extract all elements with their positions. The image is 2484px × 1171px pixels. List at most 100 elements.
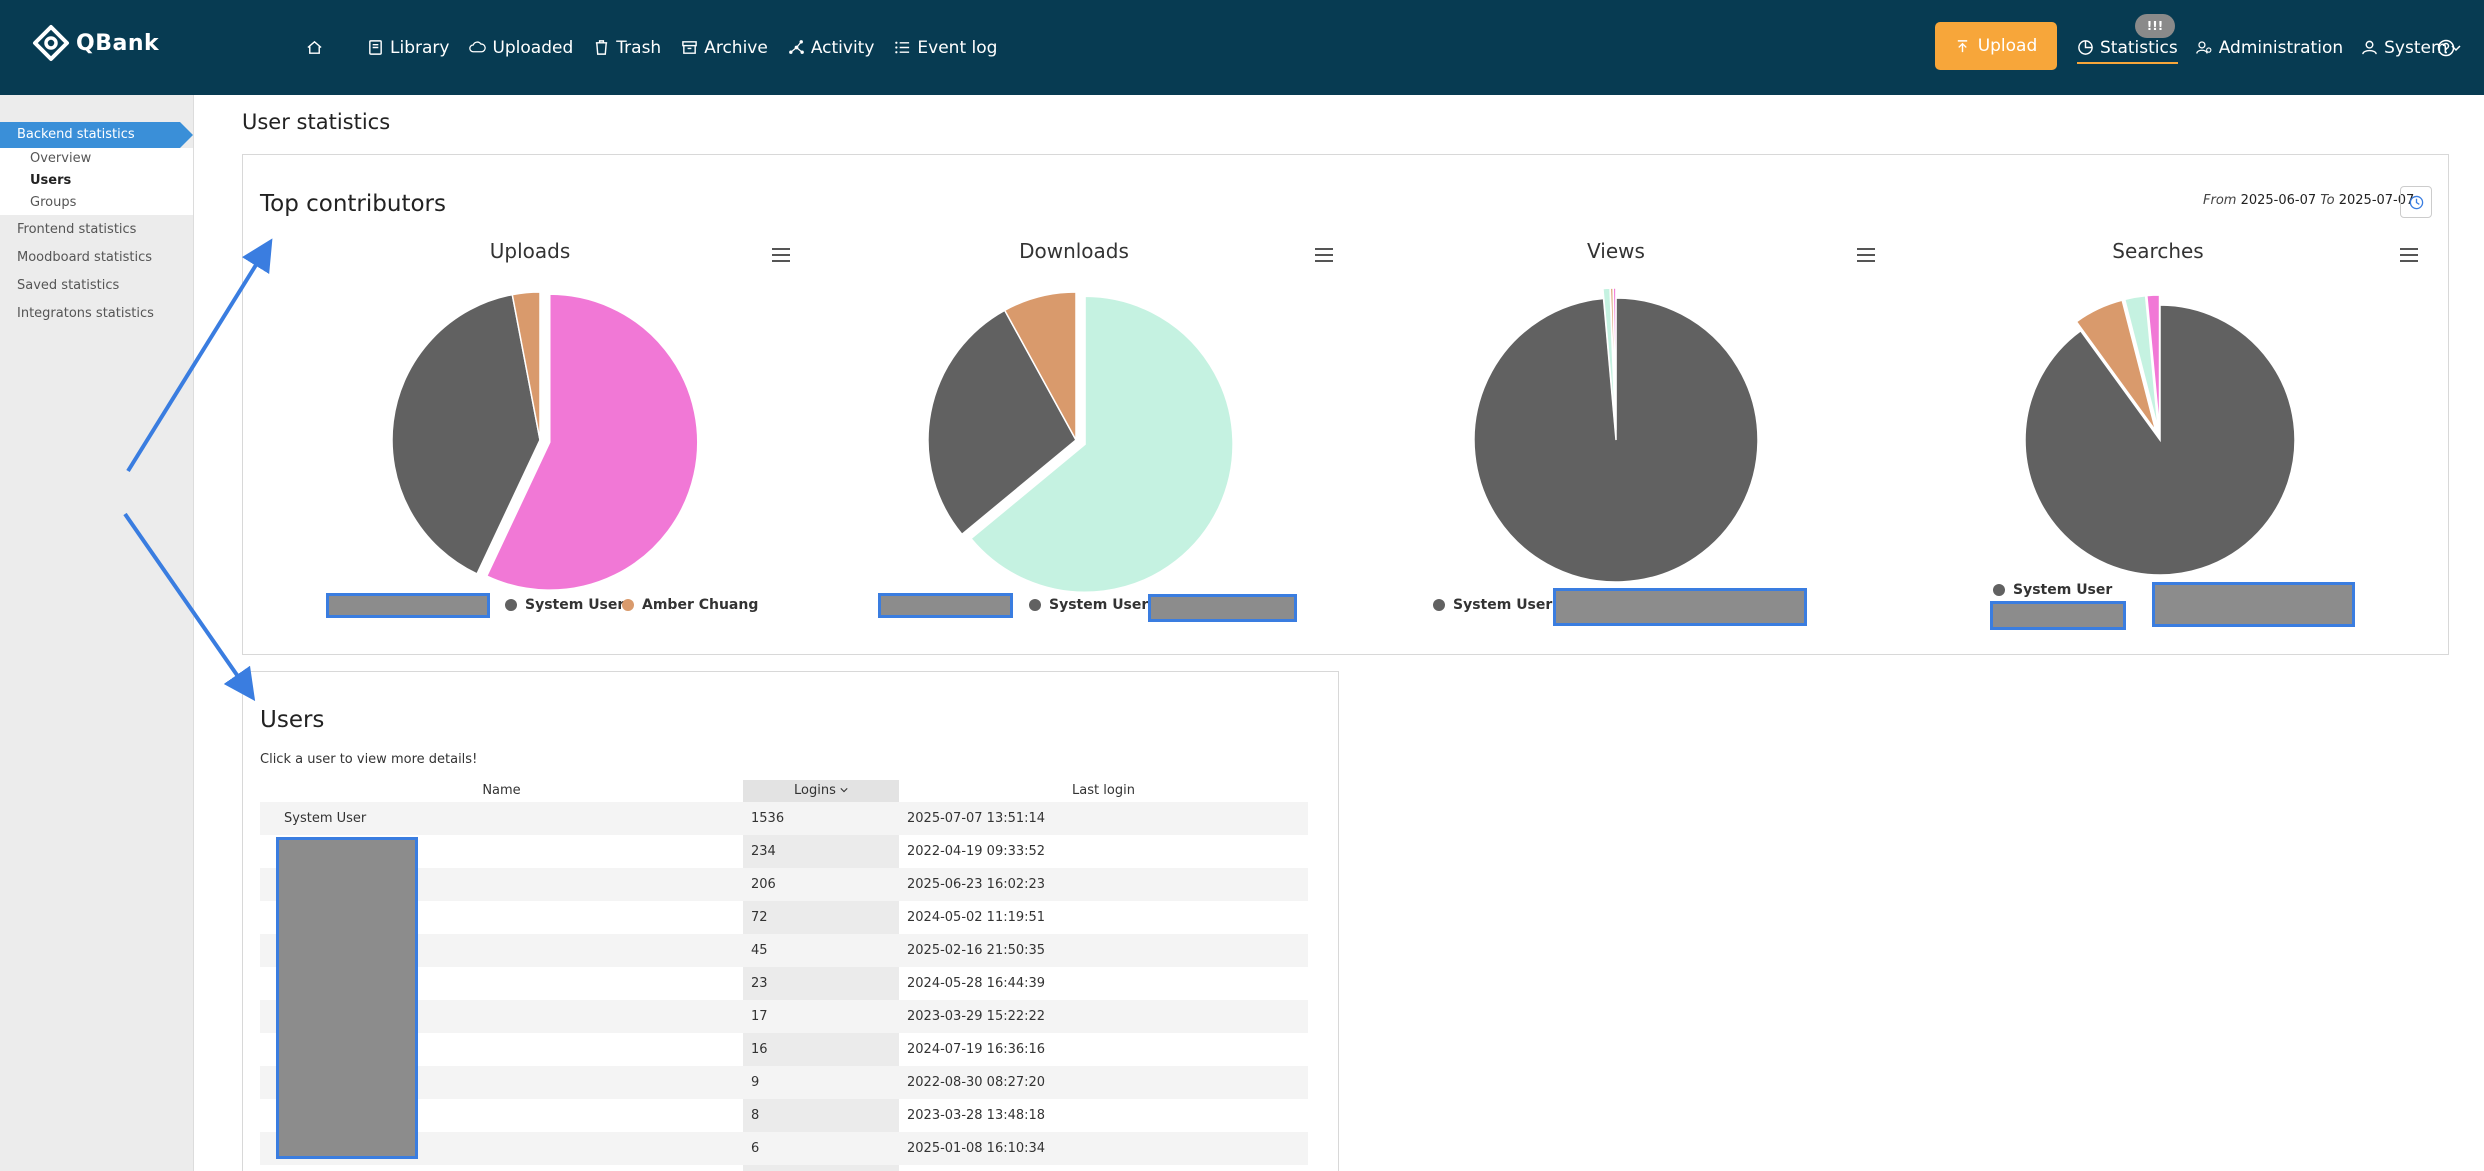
user-last-login-cell: 2025-02-16 21:50:35	[907, 943, 1046, 958]
column-header-last-login[interactable]: Last login	[1072, 783, 1135, 798]
column-header-name[interactable]: Name	[482, 783, 521, 798]
searches-legend-system-user[interactable]: System User	[1993, 582, 2112, 598]
pie-slice[interactable]	[391, 293, 541, 575]
legend-label: System User	[1049, 597, 1149, 613]
nav-uploaded[interactable]: Uploaded	[469, 38, 573, 58]
sidebar-subitem-overview[interactable]: Overview	[30, 151, 92, 166]
user-logins-cell: 72	[751, 910, 768, 925]
user-last-login-cell: 2022-04-19 09:33:52	[907, 844, 1046, 859]
table-row[interactable]: 72 2024-05-02 11:19:51	[260, 901, 1308, 934]
sidebar-item-integrations-statistics[interactable]: Integratons statistics	[17, 306, 154, 321]
sort-descending-icon	[840, 788, 848, 793]
table-row[interactable]: 8 2023-03-28 13:48:18	[260, 1099, 1308, 1132]
nav-activity-label: Activity	[810, 37, 875, 58]
searches-pie-chart	[2024, 294, 2296, 576]
nav-statistics-label: Statistics	[2100, 37, 2178, 58]
pie-slice[interactable]	[1003, 291, 1077, 441]
sidebar-item-frontend-statistics[interactable]: Frontend statistics	[17, 222, 137, 237]
user-last-login-cell: 2023-03-29 15:22:22	[907, 1009, 1046, 1024]
sidebar-item-saved-statistics[interactable]: Saved statistics	[17, 278, 120, 293]
downloads-legend-system-user[interactable]: System User	[1029, 597, 1148, 613]
legend-dot	[1433, 599, 1445, 611]
searches-chart-title: Searches	[2112, 239, 2204, 263]
table-row[interactable]: 6 2025-01-08 16:10:34	[260, 1132, 1308, 1165]
views-chart-title: Views	[1587, 239, 1645, 263]
pie-slice[interactable]	[2024, 304, 2296, 576]
sidebar-subitem-users[interactable]: Users	[30, 173, 72, 188]
nav-system-label: System	[2384, 37, 2448, 58]
nav-library[interactable]: Library	[367, 38, 449, 58]
list-icon	[895, 41, 910, 54]
qbank-logo[interactable]: QBank	[32, 24, 159, 62]
table-row[interactable]: 23 2024-05-28 16:44:39	[260, 967, 1308, 1000]
pie-slice[interactable]	[1473, 297, 1759, 583]
table-row[interactable]: 206 2025-06-23 16:02:23	[260, 868, 1308, 901]
redacted-legend-entry	[326, 593, 490, 618]
redacted-legend-entry	[2152, 582, 2355, 627]
nav-activity[interactable]: Activity	[788, 37, 875, 58]
uploads-legend-system-user[interactable]: System User	[505, 597, 624, 613]
user-last-login-cell: 2025-06-23 16:02:23	[907, 877, 1046, 892]
users-hint: Click a user to view more details!	[260, 752, 478, 767]
help-icon[interactable]	[2437, 39, 2455, 57]
pie-slice[interactable]	[2075, 299, 2157, 432]
upload-button[interactable]: Upload	[1935, 22, 2057, 70]
pie-slice[interactable]	[511, 291, 541, 441]
nav-event-log[interactable]: Event log	[894, 38, 997, 58]
nav-trash-label: Trash	[616, 37, 662, 58]
nav-trash[interactable]: Trash	[593, 38, 661, 58]
from-label: From	[2203, 193, 2237, 208]
views-legend-system-user[interactable]: System User	[1433, 597, 1552, 613]
uploads-legend-amber-chuang[interactable]: Amber Chuang	[622, 597, 758, 613]
user-name-cell: System User	[284, 811, 367, 826]
downloads-chart-title: Downloads	[1019, 239, 1129, 263]
sidebar-item-backend-statistics[interactable]: Backend statistics	[0, 122, 193, 148]
table-row[interactable]: System User 1536 2025-07-07 13:51:14	[260, 802, 1308, 835]
uploads-chart-menu-button[interactable]	[772, 248, 790, 264]
qbank-logo-icon	[33, 25, 69, 61]
searches-chart-menu-button[interactable]	[2400, 248, 2418, 264]
nav-statistics[interactable]: Statistics	[2077, 38, 2178, 64]
nav-administration-label: Administration	[2218, 37, 2344, 58]
sidebar-item-moodboard-statistics[interactable]: Moodboard statistics	[17, 250, 152, 265]
pie-slice[interactable]	[969, 295, 1234, 594]
pie-slice[interactable]	[927, 309, 1077, 536]
pie-slice[interactable]	[1612, 287, 1617, 431]
pie-slice[interactable]	[2123, 294, 2160, 431]
nav-uploaded-label: Uploaded	[492, 37, 574, 58]
user-logins-cell: 6	[751, 1141, 760, 1156]
nav-archive[interactable]: Archive	[681, 38, 768, 58]
pie-slice[interactable]	[2146, 294, 2161, 431]
statistics-icon	[2078, 40, 2093, 55]
top-navigation-bar: QBank Library Uploaded Trash Archive Act…	[0, 0, 2484, 95]
table-row[interactable]: 9 2022-08-30 08:27:20	[260, 1066, 1308, 1099]
column-header-logins[interactable]: Logins	[743, 780, 899, 802]
date-range: From 2025-06-07 To 2025-07-07	[2203, 193, 2414, 208]
statistics-sidebar: Backend statistics Overview Users Groups…	[0, 95, 194, 1171]
notification-badge[interactable]: !!!	[2135, 14, 2175, 38]
legend-dot	[1029, 599, 1041, 611]
date-range-button[interactable]	[2400, 186, 2432, 218]
views-chart-menu-button[interactable]	[1857, 248, 1875, 264]
redacted-legend-entry	[1553, 588, 1807, 626]
table-row[interactable]: 17 2023-03-29 15:22:22	[260, 1000, 1308, 1033]
table-row[interactable]: 16 2024-07-19 16:36:16	[260, 1033, 1308, 1066]
downloads-chart-menu-button[interactable]	[1315, 248, 1333, 264]
pie-slice[interactable]	[485, 293, 699, 591]
sidebar-subitem-groups[interactable]: Groups	[30, 195, 77, 210]
user-logins-cell: 9	[751, 1075, 760, 1090]
nav-home[interactable]	[306, 39, 323, 56]
sidebar-submenu: Overview Users Groups	[0, 148, 193, 215]
nav-administration[interactable]: Administration	[2195, 37, 2344, 58]
home-icon	[307, 40, 322, 54]
legend-dot	[505, 599, 517, 611]
user-last-login-cell: 2025-01-08 16:10:34	[907, 1141, 1046, 1156]
legend-label: System User	[2013, 582, 2113, 598]
legend-dot	[622, 599, 634, 611]
trash-icon	[596, 40, 608, 55]
top-contributors-title: Top contributors	[260, 191, 446, 217]
sidebar-active-pointer	[180, 122, 193, 148]
uploads-chart-title: Uploads	[489, 239, 571, 263]
table-row[interactable]: 45 2025-02-16 21:50:35	[260, 934, 1308, 967]
table-row[interactable]: 234 2022-04-19 09:33:52	[260, 835, 1308, 868]
